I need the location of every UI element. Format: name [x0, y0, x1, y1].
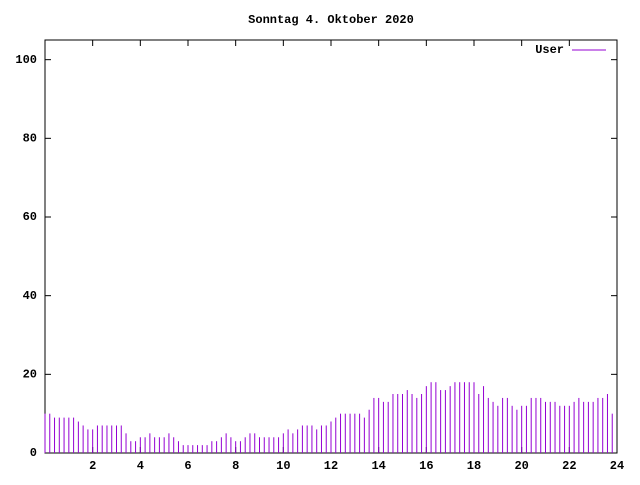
x-tick-label: 6	[184, 459, 191, 473]
x-tick-label: 2	[89, 459, 96, 473]
x-tick-label: 8	[232, 459, 239, 473]
y-tick-label: 40	[23, 289, 37, 303]
x-tick-label: 18	[467, 459, 481, 473]
y-tick-label: 100	[15, 53, 37, 67]
x-tick-label: 14	[371, 459, 385, 473]
y-tick-label: 80	[23, 132, 37, 146]
chart-title: Sonntag 4. Oktober 2020	[248, 13, 414, 27]
y-tick-label: 60	[23, 210, 37, 224]
legend-label: User	[535, 43, 564, 57]
x-tick-label: 10	[276, 459, 290, 473]
y-tick-label: 20	[23, 368, 37, 382]
x-tick-label: 20	[514, 459, 528, 473]
x-tick-label: 16	[419, 459, 433, 473]
y-tick-label: 0	[30, 446, 37, 460]
plot-frame	[44, 39, 618, 454]
x-tick-label: 4	[137, 459, 144, 473]
x-tick-label: 24	[610, 459, 624, 473]
x-tick-label: 22	[562, 459, 576, 473]
x-tick-label: 12	[324, 459, 338, 473]
